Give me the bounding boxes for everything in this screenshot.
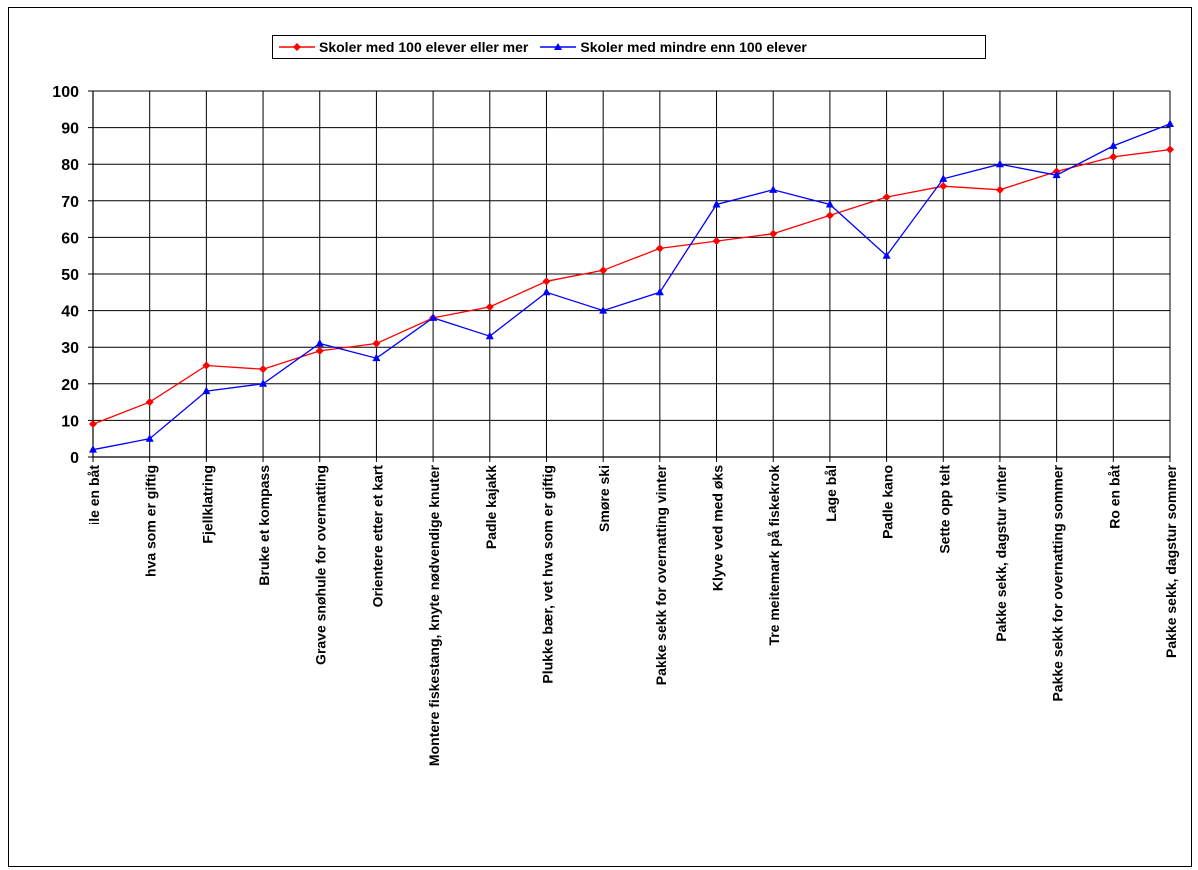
x-tick-label: Sette opp telt bbox=[936, 465, 952, 554]
x-tick-label: Lage bål bbox=[823, 465, 839, 522]
data-point-series-2 bbox=[1109, 141, 1118, 149]
axes bbox=[88, 90, 1171, 462]
data-point-series-2 bbox=[202, 386, 211, 395]
data-point-series-1 bbox=[542, 277, 551, 286]
y-tick-label: 40 bbox=[61, 304, 79, 321]
data-point-series-2 bbox=[1166, 119, 1174, 127]
data-point-series-2 bbox=[939, 174, 948, 182]
data-point-series-1 bbox=[485, 302, 494, 311]
legend-item-series-1: Skoler med 100 elever eller mer bbox=[277, 39, 528, 55]
data-point-series-2 bbox=[429, 313, 438, 321]
x-tick-label: Plukke bær, vet hva som er giftig bbox=[539, 465, 555, 684]
data-point-series-1 bbox=[599, 266, 608, 275]
data-point-series-1 bbox=[939, 182, 948, 191]
data-point-series-1 bbox=[89, 420, 97, 429]
y-tick-label: 60 bbox=[61, 230, 79, 247]
x-tick-label: Padle kajakk bbox=[483, 465, 499, 549]
data-point-series-2 bbox=[315, 339, 324, 347]
y-tick-labels: 0 10 20 30 40 50 60 70 80 90 100 bbox=[52, 84, 79, 467]
x-tick-label: Klyve ved med øks bbox=[710, 465, 726, 591]
x-tick-label: Pakke sekk for overnatting vinter bbox=[653, 464, 669, 685]
series-line-2 bbox=[92, 123, 1171, 451]
data-point-series-2 bbox=[89, 445, 97, 453]
data-point-series-1 bbox=[145, 398, 154, 407]
data-point-series-1 bbox=[825, 211, 834, 220]
x-tick-label: Tre meitemark på fiskekrok bbox=[766, 465, 782, 646]
data-point-series-2 bbox=[882, 251, 891, 259]
data-point-series-1 bbox=[882, 193, 891, 202]
y-tick-label: 70 bbox=[61, 194, 79, 211]
x-tick-label: Orientere etter et kart bbox=[369, 465, 385, 608]
data-point-series-2 bbox=[769, 185, 778, 193]
data-point-series-1 bbox=[769, 229, 778, 238]
data-point-series-1 bbox=[202, 361, 211, 370]
y-tick-label: 80 bbox=[61, 157, 79, 174]
chart-legend: Skoler med 100 elever eller mer Skoler m… bbox=[272, 35, 986, 59]
x-tick-label: Pakke sekk, dagstur vinter bbox=[993, 464, 1009, 641]
y-tick-label: 20 bbox=[61, 377, 79, 394]
data-markers bbox=[89, 119, 1174, 453]
series-lines bbox=[92, 123, 1171, 451]
y-tick-label: 10 bbox=[61, 413, 79, 430]
data-point-series-1 bbox=[995, 185, 1004, 194]
data-point-series-2 bbox=[825, 199, 834, 208]
data-point-series-1 bbox=[712, 237, 721, 246]
data-point-series-2 bbox=[372, 353, 381, 362]
data-point-series-2 bbox=[542, 287, 551, 296]
data-point-series-2 bbox=[485, 331, 494, 340]
legend-swatch-red-diamond bbox=[279, 43, 315, 51]
x-tick-label: Ro en båt bbox=[1106, 465, 1122, 529]
y-tick-label: 100 bbox=[52, 84, 79, 101]
legend-label-series-2: Skoler med mindre enn 100 elever bbox=[580, 39, 807, 55]
y-tick-label: 0 bbox=[70, 450, 79, 467]
y-tick-label: 90 bbox=[61, 121, 79, 138]
legend-swatch-blue-triangle bbox=[540, 43, 577, 50]
y-tick-label: 30 bbox=[61, 340, 79, 357]
gridlines bbox=[93, 90, 1171, 457]
data-point-series-2 bbox=[995, 159, 1004, 168]
x-tick-label: Fjellklatring bbox=[199, 465, 215, 544]
x-tick-label: Seile en båt bbox=[86, 465, 102, 543]
x-tick-label: Plukke sopp og urter, vet hva som er gif… bbox=[143, 465, 159, 747]
x-tick-label: Padle kano bbox=[880, 465, 896, 539]
chart-frame bbox=[8, 7, 1192, 867]
series-line-1 bbox=[92, 148, 1171, 425]
x-tick-label: Smøre ski bbox=[596, 465, 612, 532]
x-tick-label: Pakke sekk, dagstur sommer bbox=[1163, 464, 1179, 658]
data-point-series-1 bbox=[315, 346, 324, 355]
data-point-series-1 bbox=[259, 365, 268, 374]
data-point-series-1 bbox=[655, 244, 664, 253]
data-point-series-1 bbox=[372, 339, 381, 348]
data-point-series-2 bbox=[599, 306, 608, 314]
x-tick-label: Montere fiskestang, knyte nødvendige knu… bbox=[426, 464, 442, 766]
x-tick-label: Grave snøhule for overnatting bbox=[313, 465, 329, 665]
data-point-series-2 bbox=[145, 434, 154, 442]
x-tick-labels: Seile en båt Plukke sopp og urter, vet hv… bbox=[86, 464, 1179, 766]
legend-label-series-1: Skoler med 100 elever eller mer bbox=[319, 39, 529, 55]
data-point-series-1 bbox=[1109, 152, 1118, 161]
data-point-series-1 bbox=[1166, 145, 1174, 154]
data-point-series-2 bbox=[1052, 170, 1061, 179]
data-point-series-2 bbox=[655, 287, 664, 296]
data-point-series-2 bbox=[259, 379, 268, 387]
x-tick-label: Bruke et kompass bbox=[256, 465, 272, 586]
data-point-series-2 bbox=[712, 199, 721, 208]
y-tick-label: 50 bbox=[61, 267, 79, 284]
legend-item-series-2: Skoler med mindre enn 100 elever bbox=[538, 39, 807, 55]
x-tick-label: Pakke sekk for overnatting sommer bbox=[1050, 464, 1066, 701]
